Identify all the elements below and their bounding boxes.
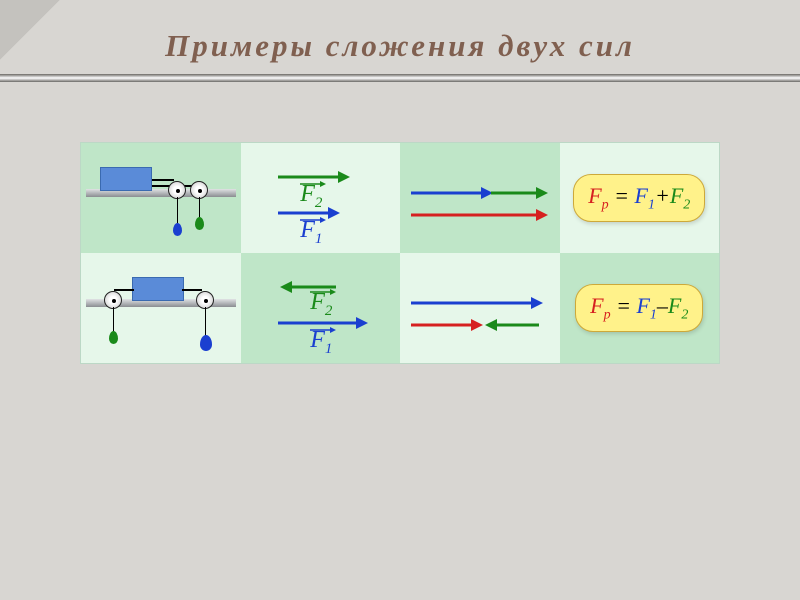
pulley-cell bbox=[81, 143, 241, 253]
pulley-cell bbox=[81, 253, 241, 363]
force-labels-2: F2 F1 bbox=[250, 263, 390, 353]
sum-arrows-cell bbox=[400, 143, 560, 253]
formula-1: Fp = F1+F2 bbox=[573, 174, 705, 222]
bob-blue bbox=[173, 223, 182, 236]
row-opposite-direction: F2 F1 bbox=[81, 253, 719, 363]
row-same-direction: F2 F1 bbox=[81, 143, 719, 253]
bob-blue bbox=[200, 335, 212, 351]
formula-cell: Fp = F1–F2 bbox=[560, 253, 720, 363]
force-labels-cell: F2 F1 bbox=[241, 143, 401, 253]
sum-arrows-cell bbox=[400, 253, 560, 363]
formula-cell: Fp = F1+F2 bbox=[560, 143, 720, 253]
page-title: Примеры сложения двух сил bbox=[0, 0, 800, 74]
bob-green bbox=[109, 331, 118, 344]
force-labels-1: F2 F1 bbox=[250, 153, 390, 243]
op-plus: + bbox=[655, 183, 670, 208]
bob-green bbox=[195, 217, 204, 230]
title-underline bbox=[0, 74, 800, 82]
formula-2: Fp = F1–F2 bbox=[575, 284, 703, 332]
diagram-grid: F2 F1 bbox=[80, 142, 720, 364]
pulley-diagram-1 bbox=[86, 153, 236, 243]
sum-arrows-2 bbox=[405, 263, 555, 353]
pulley-diagram-2 bbox=[86, 263, 236, 353]
sum-arrows-1 bbox=[405, 153, 555, 243]
corner-decor bbox=[0, 0, 60, 60]
op-minus: – bbox=[657, 293, 668, 318]
force-labels-cell: F2 F1 bbox=[241, 253, 401, 363]
